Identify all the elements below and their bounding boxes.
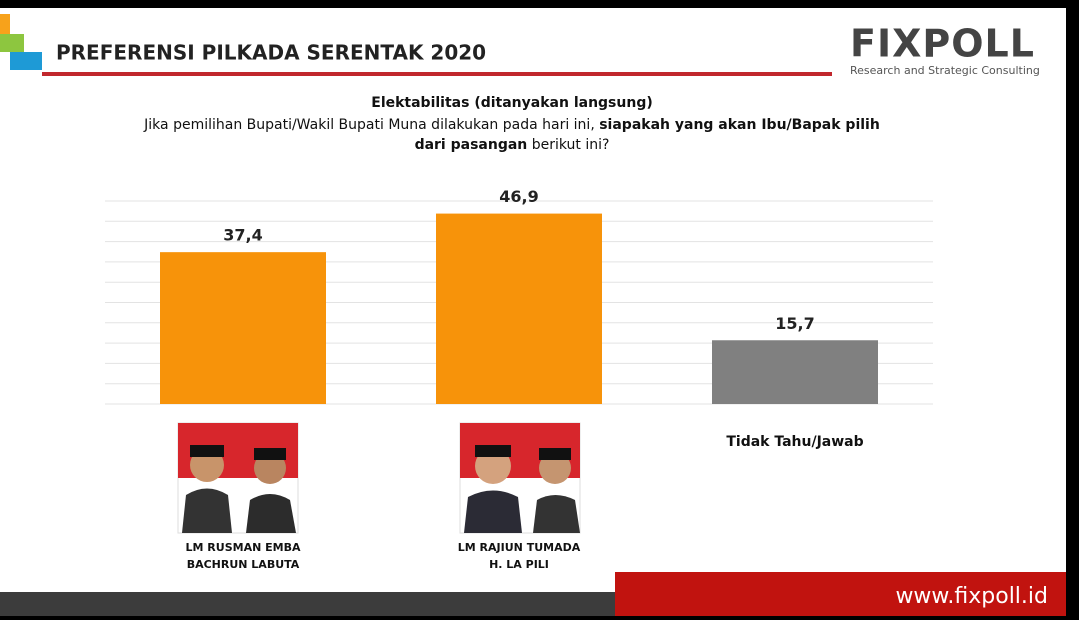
x-tick-label: BACHRUN LABUTA bbox=[187, 558, 300, 571]
header-title: PREFERENSI PILKADA SERENTAK 2020 bbox=[56, 41, 486, 65]
photo bbox=[177, 422, 299, 534]
question-part: siapakah yang akan Ibu/Bapak pilih bbox=[599, 117, 880, 133]
question-part: berikut ini? bbox=[527, 137, 609, 153]
question: Jika pemilihan Bupati/Wakil Bupati Muna … bbox=[143, 117, 880, 133]
chart-title: Elektabilitas (ditanyakan langsung) bbox=[371, 95, 653, 111]
value-label: 46,9 bbox=[499, 187, 538, 206]
x-tick-label: LM RAJIUN TUMADA bbox=[458, 541, 581, 554]
x-tick-label: H. LA PILI bbox=[489, 558, 549, 571]
logo: FIXPOLL bbox=[850, 22, 1035, 66]
bar bbox=[160, 252, 326, 404]
value-label: 37,4 bbox=[223, 226, 262, 245]
question-part: Jika pemilihan Bupati/Wakil Bupati Muna … bbox=[143, 117, 599, 133]
value-label: 15,7 bbox=[775, 314, 814, 333]
footer-url: www.fixpoll.id bbox=[895, 584, 1048, 609]
bar bbox=[712, 340, 878, 404]
x-tick-label: Tidak Tahu/Jawab bbox=[726, 434, 863, 450]
deco bbox=[10, 52, 42, 70]
x-tick-label: LM RUSMAN EMBA bbox=[186, 541, 301, 554]
logo-tagline: Research and Strategic Consulting bbox=[850, 64, 1040, 77]
question: dari pasangan berikut ini? bbox=[415, 137, 610, 153]
deco bbox=[0, 34, 24, 52]
question-part: dari pasangan bbox=[415, 137, 528, 153]
photo bbox=[459, 422, 581, 534]
deco bbox=[0, 14, 10, 34]
bar bbox=[436, 213, 602, 404]
header-rule bbox=[42, 72, 832, 76]
footer-red bbox=[615, 572, 1066, 616]
